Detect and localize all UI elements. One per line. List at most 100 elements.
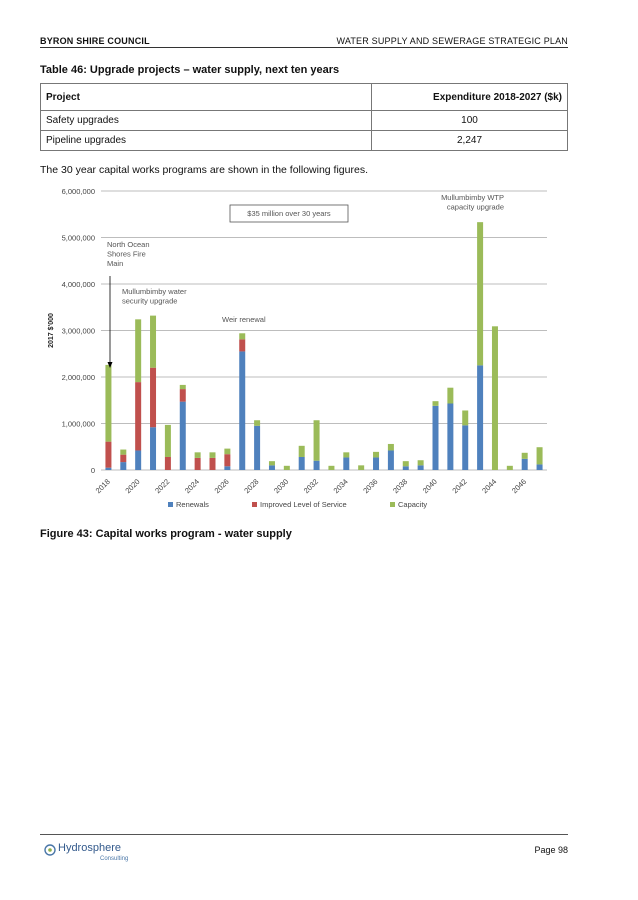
bar-renewals [135,450,142,470]
cell-project: Pipeline upgrades [40,130,372,151]
legend-swatch [252,502,257,507]
legend-label: Renewals [176,500,209,509]
y-axis-label: 2017 $'000 [48,313,55,348]
bar-capacity [432,401,439,406]
cell-expenditure: 2,247 [371,130,568,151]
bar-improved-level-of-service [194,457,201,470]
bar-improved-level-of-service [209,457,216,470]
x-tick-label: 2028 [242,477,260,495]
bar-renewals [268,465,275,470]
bar-capacity [268,461,275,466]
bar-capacity [373,451,380,458]
figure-caption: Figure 43: Capital works program - water… [40,528,292,540]
x-tick-label: 2044 [480,477,498,495]
bar-renewals [432,405,439,470]
bar-renewals [298,456,305,470]
x-tick-label: 2036 [361,477,379,495]
x-tick-label: 2032 [302,477,320,495]
x-tick-label: 2034 [332,477,350,495]
bar-renewals [313,460,320,470]
upgrade-projects-table: Project Expenditure 2018-2027 ($k) Safet… [40,83,568,151]
annotation-wtp-capacity: capacity upgrade [447,203,504,212]
table-row: Safety upgrades 100 [40,110,568,131]
page-footer: Hydrosphere Consulting Page 98 [40,834,568,865]
bar-improved-level-of-service [150,367,157,428]
annotation-weir-renewal: Weir renewal [222,315,266,324]
annotation-wtp-capacity: Mullumbimby WTP [441,193,504,202]
y-tick-label: 6,000,000 [62,187,95,196]
bar-capacity [536,447,543,465]
x-tick-label: 2020 [123,477,141,495]
bar-improved-level-of-service [120,454,127,463]
cell-expenditure: 100 [371,110,568,131]
bar-renewals [179,401,186,470]
bar-capacity [506,465,513,470]
bar-capacity [298,445,305,457]
x-tick-label: 2030 [272,477,290,495]
bar-capacity [254,420,261,426]
column-header-project: Project [40,83,372,111]
bar-capacity [313,420,320,461]
bar-improved-level-of-service [224,454,231,467]
bar-capacity [328,465,335,470]
body-paragraph: The 30 year capital works programs are s… [40,164,368,176]
bar-capacity [491,326,498,470]
bar-renewals [105,467,112,470]
bar-capacity [164,424,171,457]
bar-capacity [387,443,394,451]
table-header-row: Project Expenditure 2018-2027 ($k) [40,83,568,111]
bar-improved-level-of-service [164,456,171,470]
bar-renewals [254,425,261,470]
bar-capacity [447,387,454,404]
bar-capacity [135,319,142,383]
legend-swatch [390,502,395,507]
header-document-title: WATER SUPPLY AND SEWERAGE STRATEGIC PLAN [336,36,568,46]
x-tick-label: 2042 [450,477,468,495]
bar-improved-level-of-service [179,389,186,402]
capital-works-chart: 0 1,000,000 2,000,000 3,000,000 4,000,000 5,0… [48,187,547,509]
x-tick-label: 2018 [94,477,112,495]
logo-mark-icon [44,844,56,856]
bar-renewals [343,457,350,470]
bar-renewals [150,427,157,470]
y-tick-label: 5,000,000 [62,234,95,243]
bar-capacity [417,460,424,466]
x-tick-label: 2038 [391,477,409,495]
y-tick-label: 4,000,000 [62,280,95,289]
header-organisation: BYRON SHIRE COUNCIL [40,36,150,46]
bar-improved-level-of-service [105,441,112,468]
annotation-water-security: security upgrade [122,297,177,306]
annotation-north-ocean-shores: Main [107,259,123,268]
annotation-arrow-head [107,362,113,368]
bar-renewals [224,466,231,470]
bar-renewals [373,457,380,470]
annotation-water-security: Mullumbimby water [122,287,187,296]
y-tick-label: 3,000,000 [62,327,95,336]
annotation-north-ocean-shores: North Ocean [107,240,150,249]
table-row: Pipeline upgrades 2,247 [40,130,568,151]
x-tick-label: 2046 [510,477,528,495]
bar-renewals [387,450,394,470]
bar-renewals [477,365,484,470]
bar-capacity [239,333,246,340]
page-number: Page 98 [534,845,568,855]
bar-renewals [462,425,469,470]
y-tick-label: 2,000,000 [62,373,95,382]
bar-renewals [239,351,246,470]
x-tick-label: 2026 [213,477,231,495]
bar-capacity [120,449,127,455]
bar-capacity [150,315,157,368]
x-tick-label: 2040 [421,477,439,495]
bar-capacity [402,461,409,467]
bar-renewals [521,458,528,470]
annotation-north-ocean-shores: Shores Fire [107,250,146,259]
bar-capacity [462,410,469,426]
y-tick-label: 0 [91,466,95,475]
page-header: BYRON SHIRE COUNCIL WATER SUPPLY AND SEW… [40,36,568,48]
bar-capacity [224,448,231,455]
logo-name: Hydrosphere [58,842,121,854]
bar-capacity [209,452,216,458]
bar-renewals [447,403,454,470]
table-caption: Table 46: Upgrade projects – water suppl… [40,64,340,76]
bar-improved-level-of-service [239,339,246,352]
